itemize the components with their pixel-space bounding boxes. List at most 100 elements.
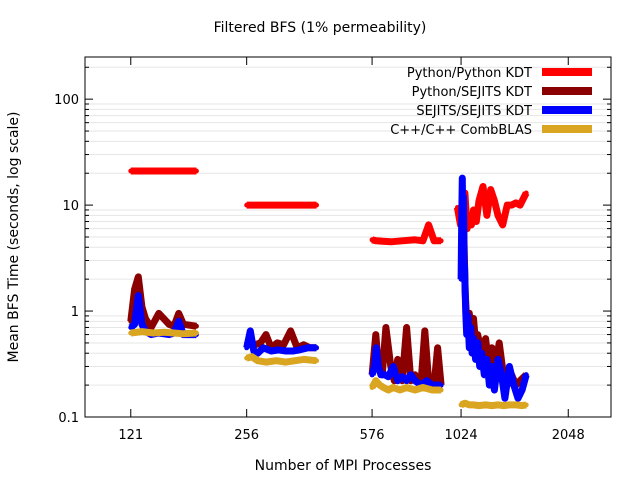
data-point: [476, 198, 482, 204]
data-point: [483, 402, 489, 408]
data-point: [424, 378, 430, 384]
data-point: [488, 187, 494, 193]
data-point: [476, 403, 482, 409]
data-point: [314, 345, 319, 351]
data-point: [483, 336, 489, 342]
data-point: [135, 293, 141, 299]
data-point: [473, 356, 479, 362]
data-point: [471, 207, 476, 213]
data-point: [135, 274, 141, 280]
data-point: [292, 358, 298, 364]
data-point: [305, 345, 311, 351]
data-point: [373, 332, 379, 338]
data-point: [475, 332, 481, 338]
data-point: [399, 238, 405, 244]
data-point: [479, 350, 485, 356]
data-point: [288, 328, 294, 334]
data-point: [477, 364, 483, 369]
data-point: [469, 350, 475, 356]
y-tick-label: 100: [54, 93, 79, 108]
data-point: [475, 340, 481, 346]
chart-title: Filtered BFS (1% permeability): [214, 20, 427, 36]
data-point: [281, 342, 287, 348]
data-point: [373, 345, 379, 351]
data-point: [496, 340, 502, 346]
data-point: [244, 202, 250, 208]
x-tick-label: 2048: [552, 428, 585, 443]
data-point: [404, 325, 410, 330]
data-point: [385, 374, 391, 380]
data-point: [381, 385, 386, 390]
data-point: [438, 382, 444, 388]
legend-label: SEJITS/SEJITS KDT: [416, 104, 532, 119]
data-point: [276, 347, 282, 353]
data-point: [378, 372, 384, 378]
data-point: [459, 175, 465, 181]
data-point: [377, 382, 383, 388]
data-point: [263, 332, 269, 338]
data-point: [244, 345, 250, 351]
data-point: [258, 340, 263, 346]
data-point: [461, 194, 466, 200]
data-point: [461, 258, 467, 263]
data-point: [513, 402, 519, 408]
data-point: [314, 202, 319, 208]
data-point: [435, 345, 441, 351]
data-point: [390, 364, 396, 369]
data-point: [251, 348, 257, 354]
data-point: [523, 402, 529, 408]
data-point: [247, 328, 253, 334]
data-point: [495, 402, 501, 408]
data-point: [139, 321, 145, 327]
data-point: [404, 385, 410, 390]
data-point: [375, 364, 381, 369]
data-point: [515, 395, 521, 401]
data-point: [468, 222, 474, 228]
y-tick-label: 0.1: [58, 411, 79, 426]
data-point: [471, 336, 476, 342]
y-tick-label: 1: [71, 305, 79, 320]
data-point: [466, 345, 472, 351]
data-point: [480, 184, 486, 189]
data-point: [249, 354, 255, 360]
axis-ticks: 0.1 1 10 100 121 256 576 1024 2048: [54, 57, 611, 443]
data-point: [458, 276, 464, 282]
data-point: [501, 403, 507, 409]
data-point: [408, 372, 414, 378]
data-point: [484, 212, 490, 218]
data-point: [506, 364, 512, 369]
data-point: [502, 395, 508, 401]
data-point: [176, 310, 182, 316]
data-point: [255, 358, 261, 364]
data-point: [268, 348, 274, 354]
data-point: [290, 348, 296, 354]
data-point: [504, 202, 510, 208]
x-tick-label: 121: [118, 428, 143, 443]
data-point: [435, 382, 441, 388]
data-point: [500, 222, 506, 228]
data-point: [412, 237, 418, 243]
data-point: [314, 358, 319, 364]
data-point: [244, 355, 250, 361]
data-point: [429, 387, 435, 393]
legend-label: Python/Python KDT: [407, 66, 532, 81]
data-point: [296, 347, 302, 353]
data-point: [176, 318, 182, 324]
y-tick-label: 10: [62, 199, 79, 214]
data-point: [260, 345, 266, 351]
data-point: [385, 387, 391, 393]
data-point: [463, 308, 469, 314]
data-point: [464, 332, 470, 338]
data-point: [489, 345, 495, 351]
data-point: [506, 402, 512, 408]
data-point: [369, 385, 375, 390]
data-point: [420, 385, 426, 390]
data-point: [431, 238, 437, 244]
x-tick-label: 576: [360, 428, 385, 443]
data-point: [471, 316, 476, 321]
data-point: [283, 359, 289, 365]
data-point: [468, 325, 474, 330]
data-point: [484, 356, 490, 362]
